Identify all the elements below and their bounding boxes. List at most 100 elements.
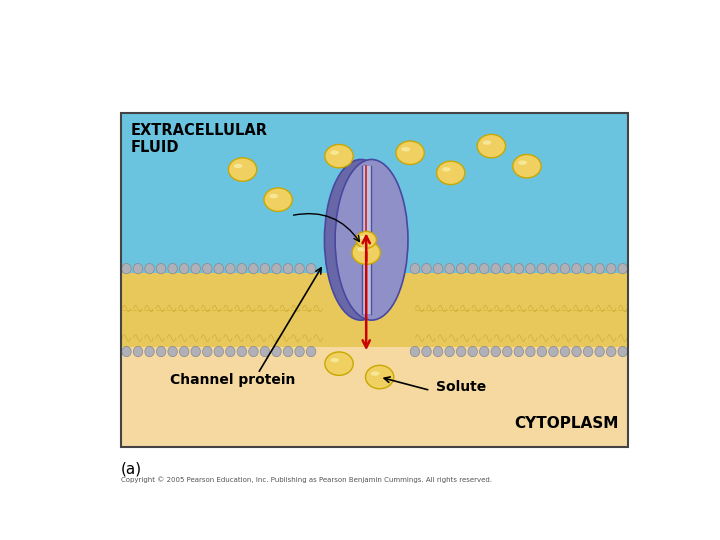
Bar (121, 273, 629, 347)
Ellipse shape (491, 346, 500, 357)
Ellipse shape (202, 264, 212, 274)
Ellipse shape (122, 346, 131, 357)
Ellipse shape (410, 264, 420, 274)
Ellipse shape (179, 264, 189, 274)
Ellipse shape (371, 372, 379, 376)
Ellipse shape (456, 346, 466, 357)
Ellipse shape (168, 264, 177, 274)
Ellipse shape (283, 346, 293, 357)
Ellipse shape (503, 264, 512, 274)
Ellipse shape (560, 346, 570, 357)
Ellipse shape (271, 264, 282, 274)
Ellipse shape (228, 158, 257, 181)
Ellipse shape (433, 346, 443, 357)
Ellipse shape (549, 264, 558, 274)
Ellipse shape (234, 164, 243, 168)
Ellipse shape (156, 264, 166, 274)
Ellipse shape (335, 159, 408, 320)
Ellipse shape (366, 366, 394, 389)
Ellipse shape (513, 154, 541, 178)
Ellipse shape (456, 264, 466, 274)
Ellipse shape (156, 346, 166, 357)
Ellipse shape (356, 231, 377, 248)
Ellipse shape (482, 140, 491, 145)
Ellipse shape (237, 264, 246, 274)
Ellipse shape (537, 264, 546, 274)
Bar (121, 113, 629, 447)
Ellipse shape (260, 264, 270, 274)
Text: (a): (a) (121, 462, 142, 477)
Ellipse shape (436, 161, 465, 185)
Ellipse shape (583, 346, 593, 357)
Ellipse shape (358, 247, 366, 252)
Ellipse shape (325, 144, 354, 168)
Text: Solute: Solute (436, 380, 486, 394)
Ellipse shape (145, 264, 154, 274)
Ellipse shape (122, 264, 131, 274)
Ellipse shape (477, 134, 505, 158)
Ellipse shape (445, 346, 454, 357)
Ellipse shape (422, 264, 431, 274)
Ellipse shape (307, 346, 316, 357)
Text: Copyright © 2005 Pearson Education, Inc. Publishing as Pearson Benjamin Cummings: Copyright © 2005 Pearson Education, Inc.… (121, 476, 492, 483)
Ellipse shape (294, 346, 305, 357)
Ellipse shape (442, 167, 451, 172)
Ellipse shape (526, 346, 535, 357)
Ellipse shape (271, 346, 282, 357)
Text: CYTOPLASM: CYTOPLASM (514, 416, 618, 430)
Ellipse shape (145, 346, 154, 357)
Ellipse shape (549, 346, 558, 357)
Ellipse shape (514, 346, 523, 357)
Ellipse shape (325, 159, 397, 320)
Ellipse shape (202, 346, 212, 357)
Ellipse shape (422, 346, 431, 357)
Ellipse shape (518, 160, 527, 165)
Text: EXTRACELLULAR
FLUID: EXTRACELLULAR FLUID (131, 123, 268, 155)
Ellipse shape (133, 346, 143, 357)
Ellipse shape (618, 264, 627, 274)
Ellipse shape (264, 188, 292, 211)
Ellipse shape (260, 346, 270, 357)
Ellipse shape (330, 358, 339, 362)
Ellipse shape (468, 264, 477, 274)
Ellipse shape (237, 346, 246, 357)
Ellipse shape (583, 264, 593, 274)
Ellipse shape (445, 264, 454, 274)
Ellipse shape (468, 346, 477, 357)
Ellipse shape (572, 346, 581, 357)
Ellipse shape (606, 264, 616, 274)
Ellipse shape (595, 346, 604, 357)
Ellipse shape (179, 346, 189, 357)
Ellipse shape (526, 264, 535, 274)
Ellipse shape (491, 264, 500, 274)
Ellipse shape (572, 264, 581, 274)
Ellipse shape (360, 235, 366, 239)
Ellipse shape (396, 141, 424, 165)
Ellipse shape (283, 264, 293, 274)
Ellipse shape (214, 264, 223, 274)
Ellipse shape (269, 194, 278, 198)
Ellipse shape (401, 147, 410, 152)
Text: Channel protein: Channel protein (170, 373, 295, 387)
Ellipse shape (503, 346, 512, 357)
Ellipse shape (352, 241, 380, 265)
Ellipse shape (480, 346, 489, 357)
Ellipse shape (410, 346, 420, 357)
Ellipse shape (191, 346, 200, 357)
Ellipse shape (248, 264, 258, 274)
Bar (121, 113, 629, 273)
Ellipse shape (191, 264, 200, 274)
Ellipse shape (133, 264, 143, 274)
Ellipse shape (433, 264, 443, 274)
Ellipse shape (330, 151, 339, 155)
Ellipse shape (214, 346, 223, 357)
Ellipse shape (294, 264, 305, 274)
Bar (121, 347, 629, 447)
Ellipse shape (225, 264, 235, 274)
Ellipse shape (225, 346, 235, 357)
Bar (361, 166, 371, 314)
Ellipse shape (618, 346, 627, 357)
Ellipse shape (248, 346, 258, 357)
Ellipse shape (480, 264, 489, 274)
Ellipse shape (595, 264, 604, 274)
